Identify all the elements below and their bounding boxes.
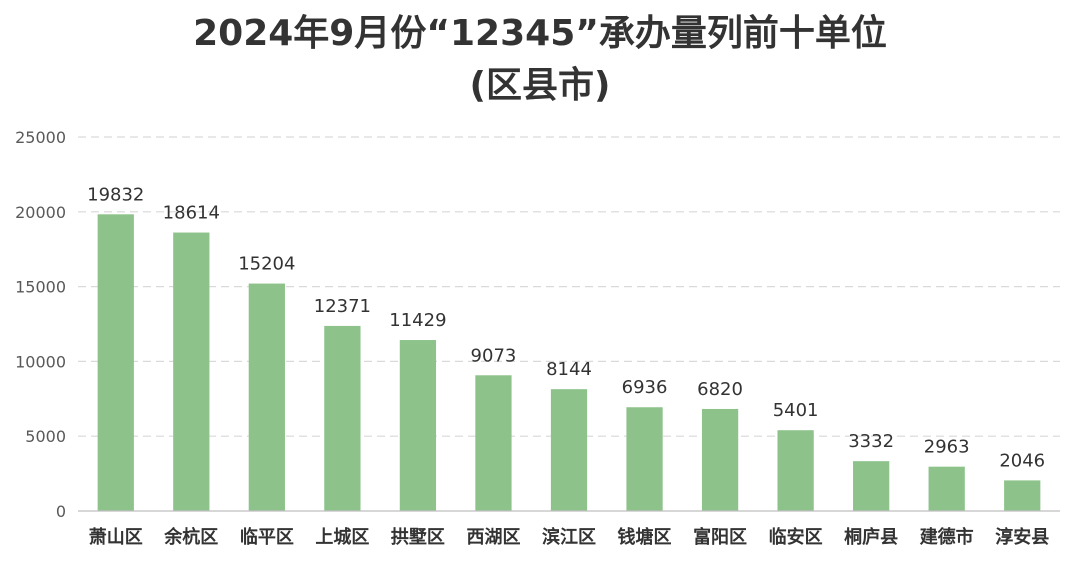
data-label: 19832 bbox=[87, 184, 144, 205]
bar bbox=[550, 389, 588, 511]
y-tick-label: 0 bbox=[56, 502, 66, 521]
data-label: 8144 bbox=[546, 359, 592, 380]
x-tick-label: 余杭区 bbox=[163, 526, 218, 548]
bar bbox=[97, 214, 134, 511]
y-tick-label: 20000 bbox=[15, 203, 66, 222]
x-tick-label: 富阳区 bbox=[693, 526, 747, 548]
data-label: 9073 bbox=[471, 345, 517, 366]
data-label: 11429 bbox=[389, 310, 446, 331]
y-tick-label: 15000 bbox=[15, 278, 66, 297]
x-tick-label: 西湖区 bbox=[466, 527, 520, 548]
data-label: 2046 bbox=[999, 450, 1045, 471]
x-tick-label: 上城区 bbox=[315, 526, 369, 548]
bars bbox=[97, 214, 1041, 512]
y-tick-label: 10000 bbox=[15, 352, 66, 371]
x-tick-label: 临安区 bbox=[769, 526, 823, 548]
bar bbox=[1004, 480, 1041, 511]
bar bbox=[928, 466, 965, 511]
x-tick-label: 临平区 bbox=[240, 526, 294, 548]
x-tick-label: 滨江区 bbox=[542, 526, 596, 548]
x-tick-label: 钱塘区 bbox=[618, 526, 672, 548]
x-tick-label: 淳安县 bbox=[995, 526, 1049, 548]
data-label: 6936 bbox=[622, 377, 668, 398]
bar bbox=[324, 325, 361, 511]
grid-lines bbox=[78, 136, 1060, 437]
bar bbox=[173, 232, 210, 512]
data-label: 15204 bbox=[238, 254, 295, 275]
y-tick-label: 5000 bbox=[25, 427, 66, 446]
x-tick-label: 建德市 bbox=[920, 526, 974, 548]
data-label: 3332 bbox=[848, 431, 894, 452]
bar bbox=[777, 430, 814, 511]
data-label: 2963 bbox=[924, 437, 970, 458]
chart-title: 2024年9月份“12345”承办量列前十单位 bbox=[193, 13, 887, 54]
bar bbox=[475, 375, 512, 511]
bar bbox=[399, 340, 437, 511]
data-label: 6820 bbox=[697, 379, 743, 400]
bar bbox=[626, 407, 663, 511]
bar bbox=[248, 283, 285, 511]
y-tick-label: 25000 bbox=[15, 128, 66, 147]
x-axis: 萧山区 余杭区 临平区 上城区 拱墅区 西湖区 滨江区 钱塘区 富阳区 临安区 桐庐县 建德市 淳安县 bbox=[78, 510, 1060, 548]
x-tick-label: 拱墅区 bbox=[391, 526, 445, 548]
x-tick-label: 桐庐县 bbox=[844, 526, 898, 548]
bar bbox=[701, 408, 739, 511]
chart-subtitle: (区县市) bbox=[469, 65, 611, 106]
bar bbox=[853, 461, 890, 511]
y-axis: 0 5000 10000 15000 20000 25000 bbox=[15, 128, 66, 521]
data-labels: 19832 18614 15204 12371 11429 9073 8144 6936 682… bbox=[87, 184, 1045, 471]
data-label: 12371 bbox=[314, 296, 371, 317]
data-label: 18614 bbox=[163, 203, 220, 224]
x-tick-label: 萧山区 bbox=[89, 527, 143, 548]
data-label: 5401 bbox=[773, 400, 819, 421]
